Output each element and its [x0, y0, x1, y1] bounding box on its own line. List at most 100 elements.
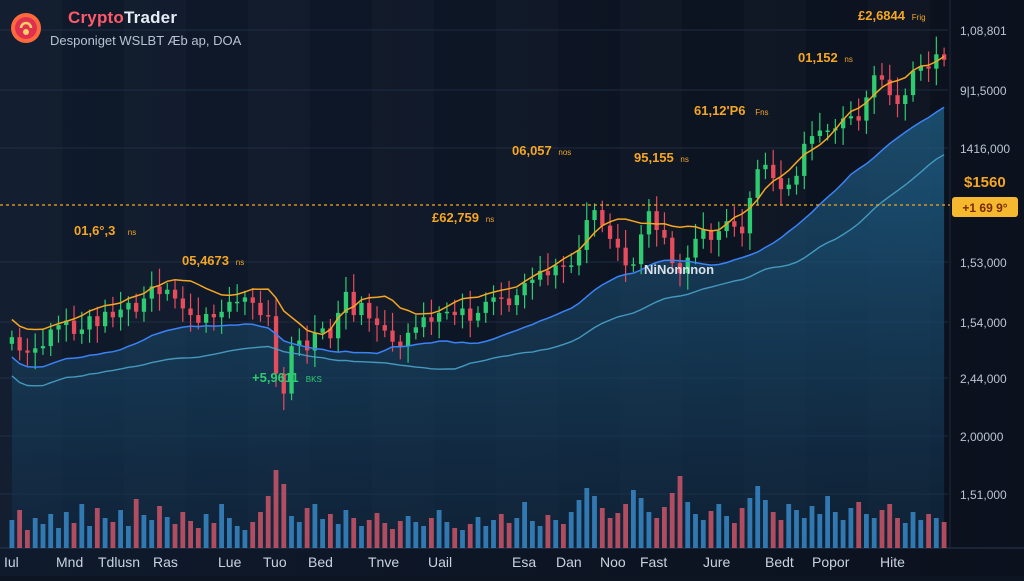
volume-bar	[895, 518, 900, 548]
x-tick-label: Bed	[308, 554, 333, 570]
ma-line-fast	[11, 55, 945, 336]
volume-bar	[739, 508, 745, 548]
annotation: 05,4673 ns	[182, 253, 244, 268]
current-price-label: $1560	[964, 174, 1006, 191]
volume-bar	[887, 504, 893, 548]
y-tick-label: 1,08,801	[960, 24, 1007, 38]
candle-body	[452, 311, 457, 316]
volume-bar	[234, 526, 240, 548]
candle-body	[538, 270, 543, 280]
candle-body	[359, 302, 364, 316]
candle-body	[740, 226, 745, 234]
candle-body	[242, 297, 248, 302]
x-tick-label: Lue	[218, 554, 242, 570]
annotation-unit: BKS	[306, 375, 322, 384]
volume-bar	[265, 496, 271, 548]
candle-body	[211, 314, 216, 318]
volume-bar	[786, 504, 792, 548]
ma-line-medium	[11, 106, 945, 368]
y-tick-label: 1,54,000	[960, 316, 1007, 330]
candle-body	[390, 330, 395, 342]
y-tick-label: 1,53,000	[960, 256, 1007, 270]
volume-bar	[856, 502, 862, 548]
candle-body	[17, 337, 22, 351]
x-tick-label: Tdlusn	[98, 554, 140, 570]
candle-body	[794, 175, 799, 185]
volume-bar	[498, 514, 504, 548]
candle-body	[895, 95, 900, 104]
volume-bar	[700, 520, 706, 548]
candle-body	[639, 234, 644, 265]
volume-bar	[809, 506, 815, 548]
volume-bar	[304, 508, 310, 548]
volume-bar	[693, 514, 698, 548]
volume-bar	[413, 522, 419, 548]
candle-body	[841, 118, 846, 129]
app-logo-icon	[11, 13, 41, 43]
volume-bar	[530, 521, 535, 548]
volume-bar	[794, 510, 799, 548]
candle-body	[592, 210, 597, 220]
candle-body	[281, 373, 286, 394]
candle-body	[126, 302, 131, 310]
volume-bar	[568, 512, 574, 548]
volume-bar	[102, 518, 108, 548]
volume-bar	[48, 514, 54, 548]
volume-bar	[250, 522, 256, 548]
volume-bar	[607, 518, 613, 548]
annotation-unit: Frig	[912, 13, 926, 22]
candle-body	[771, 164, 776, 179]
candle-body	[654, 211, 659, 230]
volume-bar	[825, 496, 830, 548]
candle-body	[786, 184, 791, 190]
volume-bar	[273, 470, 279, 548]
candle-body	[9, 337, 14, 344]
volume-bar	[405, 516, 411, 548]
candle-body	[918, 66, 923, 71]
x-tick-label: Tuo	[263, 554, 287, 570]
volume-bar	[242, 530, 248, 548]
volume-bar	[879, 510, 885, 548]
candle-body	[615, 238, 620, 248]
volume-bar	[32, 518, 38, 548]
candle-body	[903, 95, 908, 104]
volume-bar	[296, 522, 302, 548]
volume-bar	[211, 523, 217, 548]
x-tick-label: Bedt	[765, 554, 794, 570]
volume-bar	[328, 514, 333, 548]
volume-bar	[545, 515, 551, 548]
volume-bar	[584, 488, 590, 548]
annotation-value: 01,6°,3	[74, 223, 115, 238]
candle-body	[662, 230, 667, 238]
candle-body	[219, 311, 224, 318]
volume-bar	[724, 516, 729, 548]
volume-bar	[258, 512, 263, 548]
candle-body	[569, 265, 574, 267]
y-tick-label: 1416,000	[960, 142, 1010, 156]
candle-body	[809, 136, 815, 144]
volume-bar	[351, 518, 357, 548]
volume-bar	[708, 511, 714, 548]
volume-bar	[87, 526, 92, 548]
candle-body	[778, 178, 784, 190]
candle-body	[149, 286, 154, 299]
annotation-value: £2,6844	[858, 8, 906, 23]
candle-body	[693, 238, 698, 258]
volume-bar	[646, 512, 652, 548]
candle-body	[468, 308, 473, 321]
x-tick-label: Iul	[4, 554, 19, 570]
candle-body	[118, 309, 123, 318]
volume-bar	[933, 518, 939, 548]
volume-bar	[716, 504, 722, 548]
x-tick-label: Fast	[640, 554, 667, 570]
candle-body	[165, 289, 170, 295]
x-tick-label: Ras	[153, 554, 178, 570]
candle-body	[685, 257, 690, 274]
volume-bar	[203, 514, 209, 548]
volume-bar	[475, 517, 481, 548]
candle-body	[64, 320, 69, 325]
candle-body	[522, 283, 527, 296]
volume-bar	[654, 518, 660, 548]
